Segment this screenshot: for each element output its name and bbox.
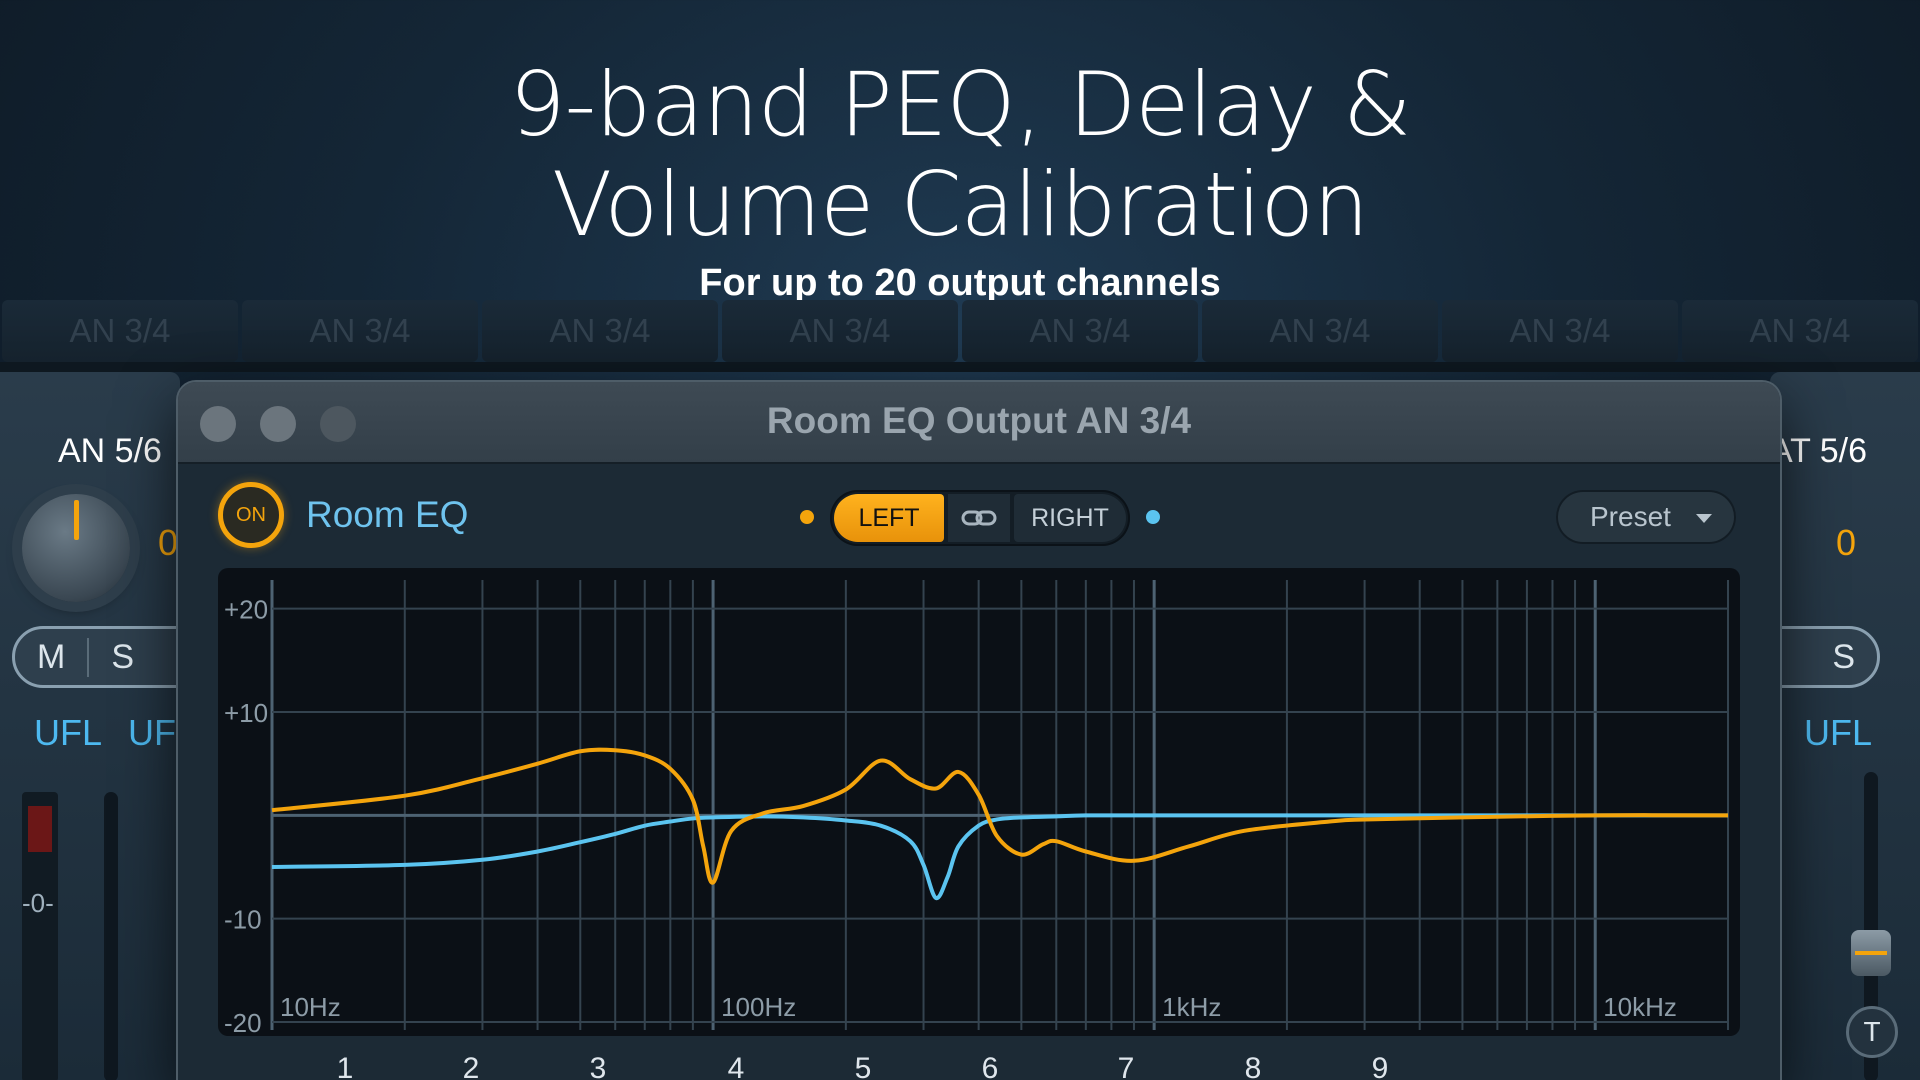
right-t-button[interactable]: T [1846,1006,1898,1058]
band-4-label[interactable]: 4 [727,1052,745,1080]
right-channel-name: AT 5/6 [1770,432,1868,470]
preset-dropdown[interactable]: Preset [1556,490,1736,544]
left-channel-name: AN 5/6 [58,432,162,470]
background-channel-tab[interactable]: AN 3/4 [1202,300,1438,362]
left-gain-knob[interactable] [22,494,130,602]
link-channels-button[interactable] [948,494,1010,542]
headline-line-1: 9-band PEQ, Delay & [509,53,1412,156]
left-level-meter [22,792,58,1080]
right-channel-button[interactable]: RIGHT [1014,494,1126,542]
chevron-down-icon [1696,514,1712,523]
window-title: Room EQ Output AN 3/4 [766,400,1192,441]
eq-graph[interactable]: +20 +10 -10 -20 10Hz 100Hz 1kHz 10kHz [218,568,1740,1036]
close-window-button[interactable] [200,406,236,442]
band-9-label[interactable]: 9 [1371,1052,1389,1080]
left-ufl-label-2: UF [128,712,176,753]
minimize-window-button[interactable] [260,406,296,442]
left-ufl-label: UFL [34,712,103,753]
band-6-label[interactable]: 6 [981,1052,999,1080]
x-tick-label: 10kHz [1603,992,1677,1022]
background-channel-tab[interactable]: AN 3/4 [242,300,478,362]
left-solo-button[interactable]: S [111,637,135,676]
right-fader-handle[interactable] [1851,930,1891,976]
x-tick-label: 100Hz [721,992,796,1022]
eq-graph-svg[interactable]: +20 +10 -10 -20 10Hz 100Hz 1kHz 10kHz [218,568,1740,1036]
left-channel-eq-curve [271,747,1729,885]
knob-indicator [74,500,79,540]
y-tick-label: -20 [224,1008,262,1036]
y-tick-label: +20 [224,595,268,625]
band-2-label[interactable]: 2 [462,1052,480,1080]
band-7-label[interactable]: 7 [1117,1052,1135,1080]
band-5-label[interactable]: 5 [854,1052,872,1080]
background-channel-row: AN 3/4 AN 3/4 AN 3/4 AN 3/4 AN 3/4 AN 3/… [0,300,1920,362]
y-tick-label: -10 [224,905,262,935]
link-icon [961,510,997,526]
left-channel-button[interactable]: LEFT [834,494,944,542]
background-channel-tab[interactable]: AN 3/4 [722,300,958,362]
right-solo-button[interactable]: S [1832,637,1855,676]
channel-select-group: LEFT RIGHT [830,490,1130,546]
left-channel-strip: AN 5/6 0 M S UFL UF -0- [0,372,212,1080]
x-tick-label: 10Hz [280,992,341,1022]
zoom-window-button[interactable] [320,406,356,442]
background-channel-tab[interactable]: AN 3/4 [1442,300,1678,362]
right-channel-eq-curve [271,813,1728,901]
y-tick-label: +10 [224,698,268,728]
background-channel-tab[interactable]: AN 3/4 [962,300,1198,362]
left-gain-value: 0 [158,522,179,563]
room-eq-on-button[interactable]: ON [218,482,284,548]
left-fader-track[interactable] [104,792,118,1080]
preset-label: Preset [1590,501,1671,532]
headline-line-2: Volume Calibration [551,153,1369,256]
background-channel-tab[interactable]: AN 3/4 [1682,300,1918,362]
right-ufl-label: UFL [1804,712,1873,753]
right-gain-value: 0 [1836,522,1857,563]
room-eq-window: Room EQ Output AN 3/4 ON Room EQ LEFT RI… [178,382,1780,1080]
background-divider [0,362,1920,372]
meter-clip-indicator [28,806,52,852]
promo-headline: 9-band PEQ, Delay & Volume Calibration [0,55,1920,255]
background-channel-tab[interactable]: AN 3/4 [2,300,238,362]
band-3-label[interactable]: 3 [589,1052,607,1080]
band-8-label[interactable]: 8 [1244,1052,1262,1080]
right-fader-track[interactable] [1864,772,1878,1080]
window-titlebar[interactable]: Room EQ Output AN 3/4 [178,382,1780,464]
promo-subline: For up to 20 output channels [699,262,1221,304]
background-channel-tab[interactable]: AN 3/4 [482,300,718,362]
left-mute-button[interactable]: M [15,637,90,677]
left-channel-dot [800,510,814,524]
x-tick-label: 1kHz [1162,992,1221,1022]
meter-zero-label: -0- [22,888,54,918]
right-channel-strip: AT 5/6 0 S UFL T [1730,372,1920,1080]
right-channel-dot [1146,510,1160,524]
band-1-label[interactable]: 1 [336,1052,354,1080]
plugin-name: Room EQ [306,494,469,535]
